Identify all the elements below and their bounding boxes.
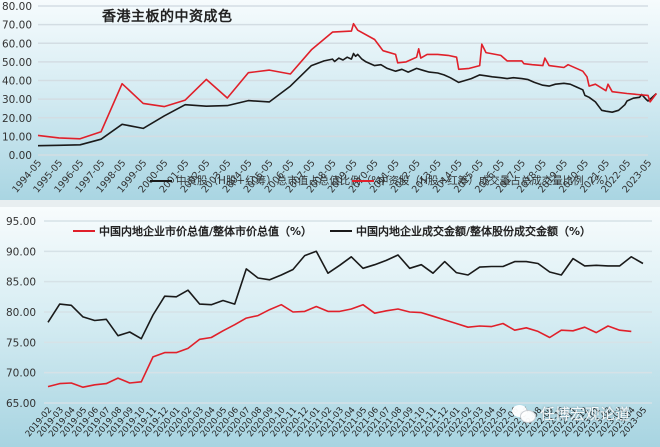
watermark-text: 任博宏观论道: [540, 405, 631, 423]
y-tick-label: 10.00: [2, 131, 32, 143]
legend-swatch-black: [150, 179, 172, 182]
y-tick-label: 70.00: [6, 368, 36, 380]
y-tick-label: 80.00: [6, 307, 36, 319]
y-tick-label: 95.00: [6, 216, 36, 228]
y-tick-label: 70.00: [2, 20, 32, 32]
y-tick-label: 50.00: [2, 57, 32, 69]
bottom-chart-plot: 65.0070.0075.0080.0085.0090.0095.002019-…: [6, 216, 652, 439]
series-line: [37, 22, 658, 140]
legend-label: 中资股（H股+红筹）总市值占总值比例（%）: [176, 175, 392, 187]
y-tick-label: 40.00: [2, 76, 32, 88]
legend-item-market-cap-share: 中资股（H股+红筹）总市值占总值比例（%）: [150, 173, 392, 188]
y-tick-label: 75.00: [6, 337, 36, 349]
y-tick-label: 20.00: [2, 113, 32, 125]
top-chart-plot: 0.00 10.00 20.00 30.00 40.00 50.00 60.00 70.00 8…: [2, 1, 658, 195]
series-line: [47, 250, 644, 340]
legend-label: 中国内地企业市价总值/整体市价总值（%）: [99, 225, 313, 238]
y-tick-label: 0.00: [9, 150, 32, 162]
chart-title: 香港主板的中资成色: [102, 9, 233, 25]
wechat-icon: [512, 404, 536, 423]
legend-item-mainland-market-value: 中国内地企业市价总值/整体市价总值（%）: [73, 223, 312, 239]
bottom-chart-panel: 65.00 70.00 75.00 80.00 85.00 90.00 95.00 2019-…: [0, 207, 660, 447]
top-chart-panel: 0.00 10.00 20.00 30.00 40.00 50.00 60.00 70.00 8…: [0, 0, 660, 200]
y-tick-label: 60.00: [2, 38, 32, 50]
y-tick-label: 80.00: [2, 1, 32, 13]
legend-label: 中资股（H股+红筹）成交量占总成交量比例（%）: [378, 175, 615, 187]
legend-item-turnover-share: 中资股（H股+红筹）成交量占总成交量比例（%）: [352, 173, 615, 188]
legend-swatch-black: [330, 230, 352, 232]
watermark: 任博宏观论道: [512, 403, 630, 424]
panel-divider: [0, 200, 660, 207]
y-tick-label: 30.00: [2, 94, 32, 106]
y-tick-label: 85.00: [6, 277, 36, 289]
series-line: [47, 303, 632, 388]
y-tick-label: 90.00: [6, 246, 36, 258]
y-tick-label: 65.00: [6, 398, 36, 410]
legend-swatch-red: [352, 179, 374, 182]
legend-swatch-red: [73, 230, 95, 232]
legend-item-mainland-turnover: 中国内地企业成交金额/整体股份成交金额（%）: [330, 223, 591, 239]
legend-label: 中国内地企业成交金额/整体股份成交金额（%）: [356, 225, 592, 238]
series-line: [37, 52, 657, 147]
